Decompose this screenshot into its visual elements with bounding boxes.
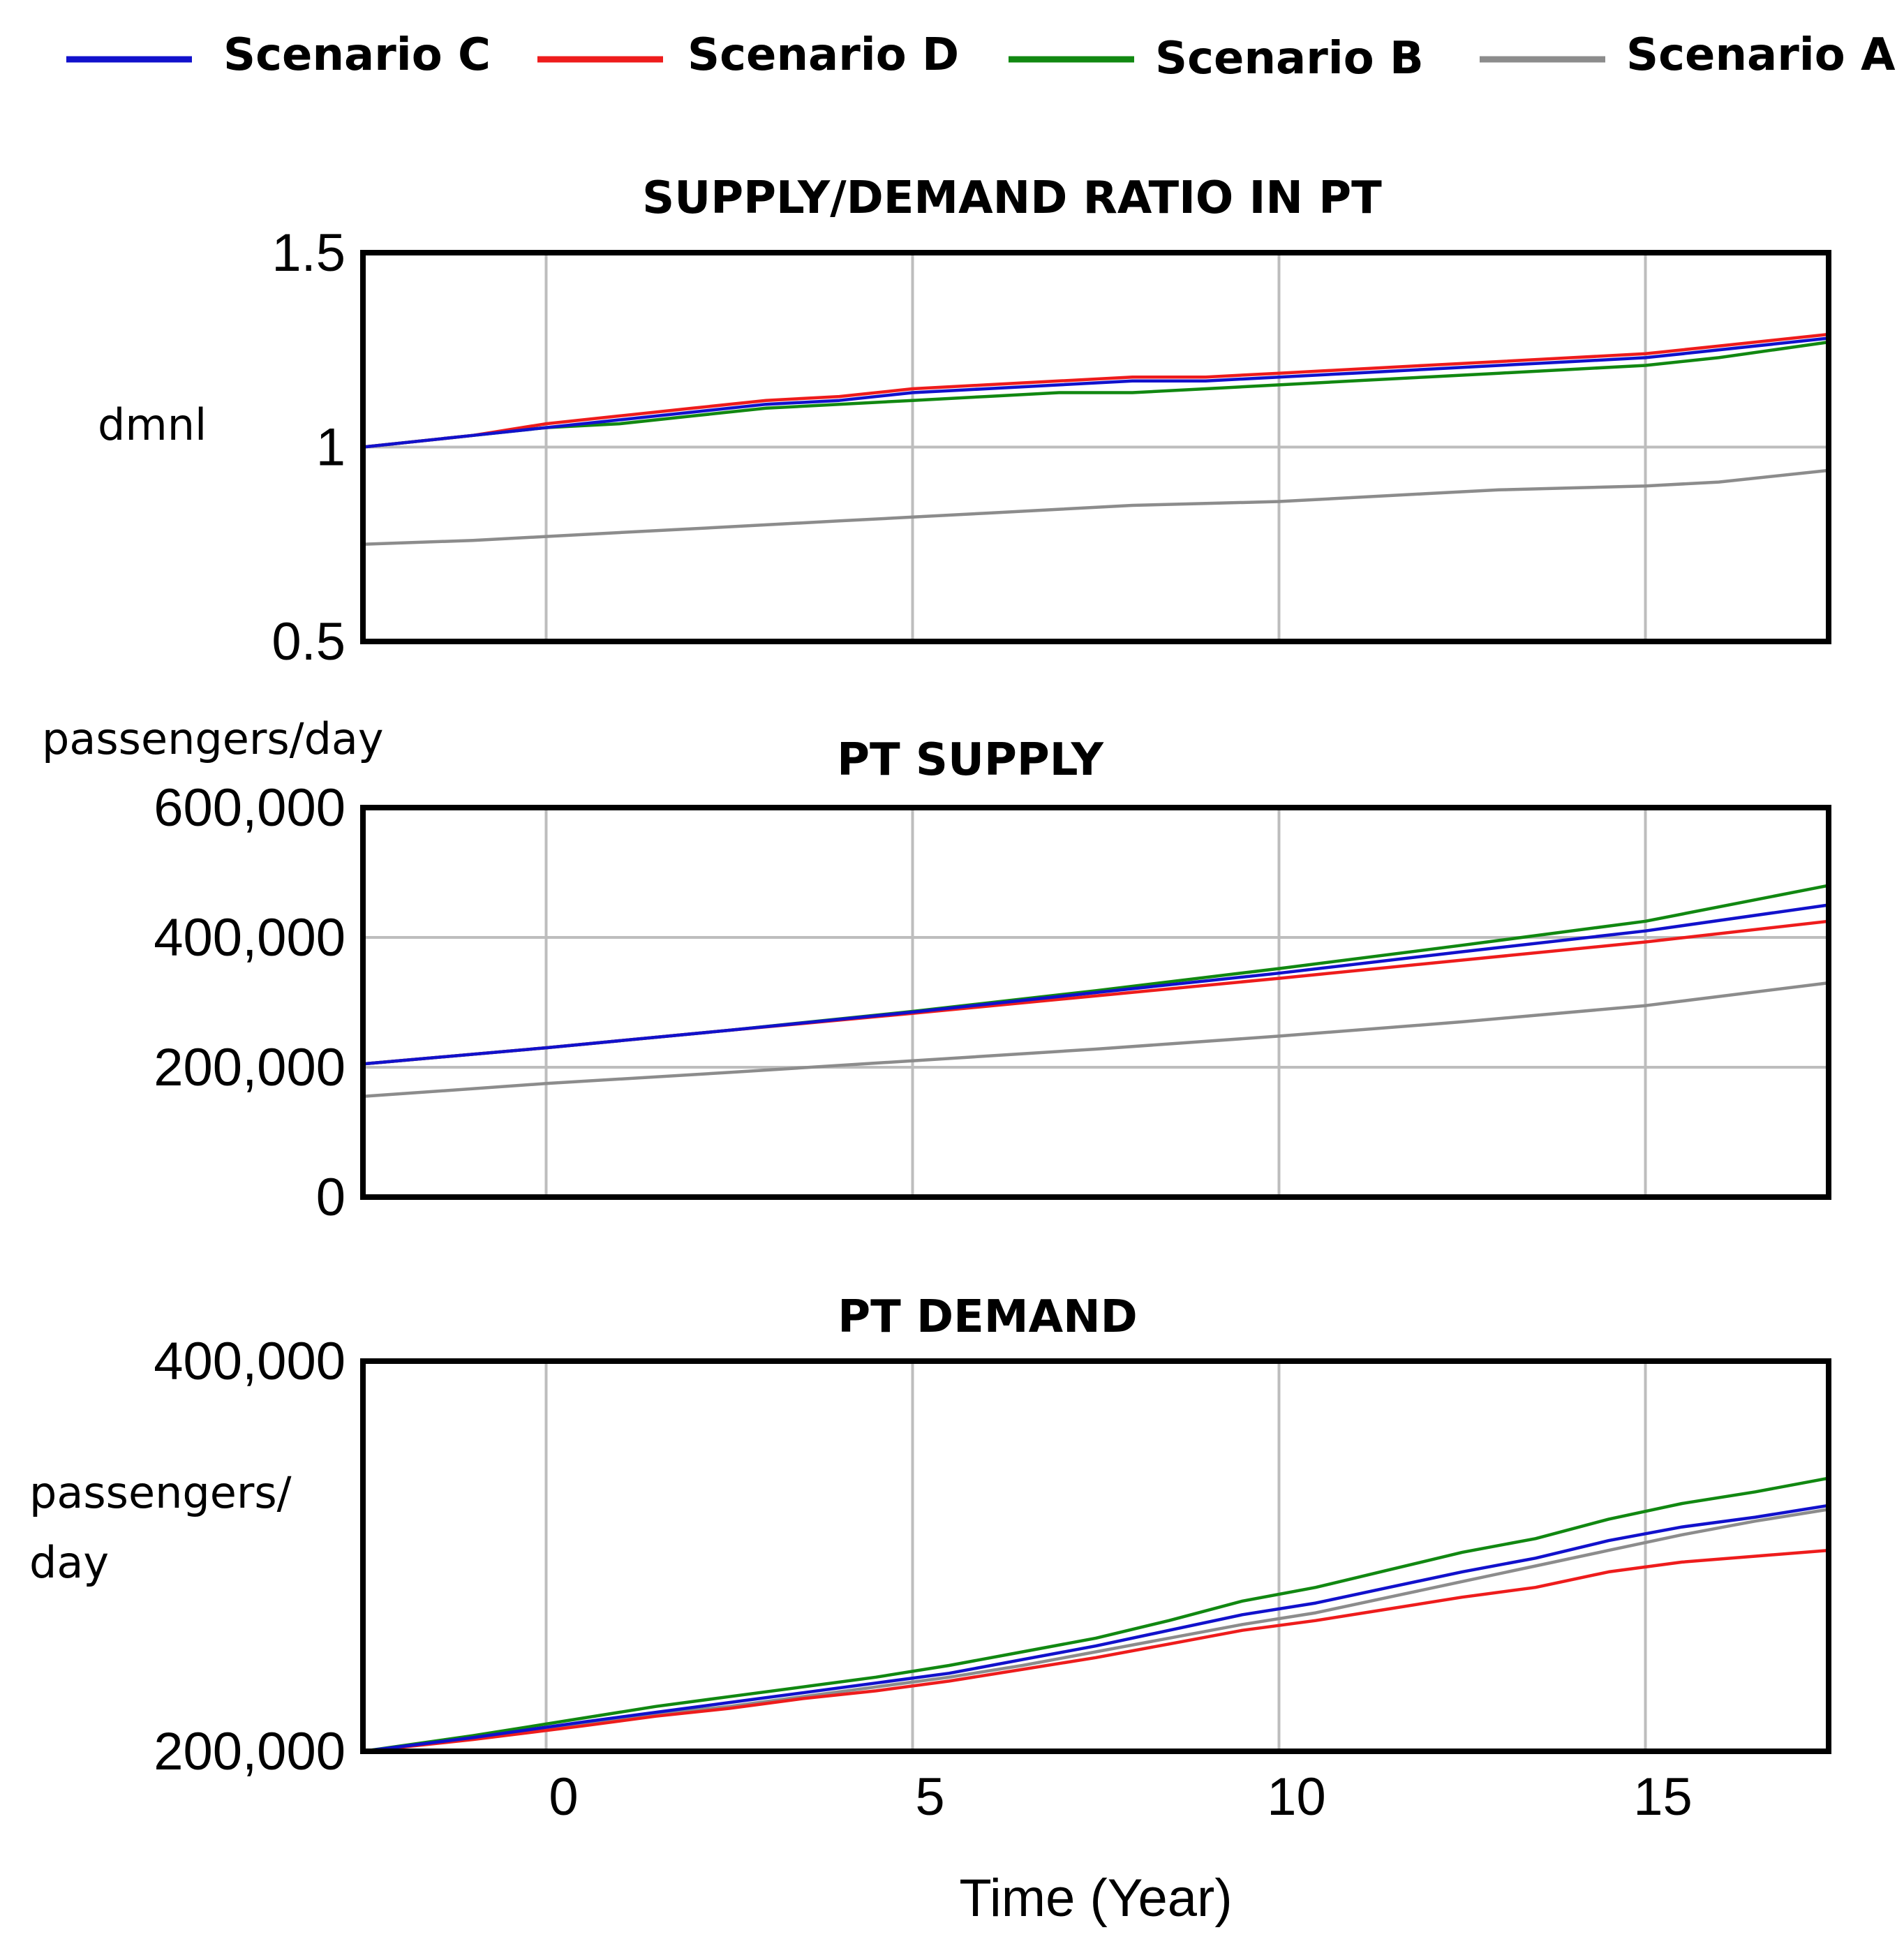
y-tick-label-ratio-0: 1.5	[272, 223, 345, 283]
series-line-supply-scenario-b	[361, 884, 1831, 1066]
panel-title-demand: PT DEMAND	[838, 1291, 1138, 1343]
panel-ratio: SUPPLY/DEMAND RATIO IN PT dmnl 1.5 1 0.5	[98, 172, 1831, 671]
y-unit-label-ratio: dmnl	[98, 399, 207, 450]
legend-label-scenario-b: Scenario B	[1155, 33, 1424, 84]
series-group-demand	[361, 1476, 1831, 1753]
x-tick-label-10: 10	[1267, 1767, 1326, 1827]
legend-label-scenario-c: Scenario C	[223, 29, 491, 81]
y-unit-label-demand: passengers/day	[29, 1467, 292, 1588]
y-tick-label-ratio-2: 0.5	[272, 612, 345, 671]
series-line-demand-scenario-d	[361, 1548, 1831, 1753]
y-tick-label-supply-3: 0	[316, 1168, 345, 1227]
grid-supply	[363, 806, 1829, 1198]
legend: Scenario C Scenario D Scenario B Scenari…	[66, 29, 1896, 84]
y-unit-label-demand-line-1: day	[29, 1537, 109, 1588]
grid-demand	[363, 1360, 1829, 1753]
series-line-ratio-scenario-b	[361, 340, 1831, 449]
x-axis-title: Time (Year)	[959, 1869, 1232, 1928]
series-line-demand-scenario-a	[361, 1508, 1831, 1753]
panel-supply: passengers/day PT SUPPLY 600,000 400,000 2…	[42, 713, 1831, 1227]
x-ticks: 0 5 10 15	[549, 1767, 1692, 1827]
y-tick-label-supply-2: 200,000	[154, 1038, 345, 1097]
series-line-ratio-scenario-c	[361, 336, 1831, 449]
plot-frame-ratio	[360, 250, 1831, 644]
legend-label-scenario-d: Scenario D	[687, 29, 959, 81]
series-group-ratio	[361, 332, 1831, 547]
panel-title-ratio: SUPPLY/DEMAND RATIO IN PT	[642, 172, 1382, 224]
series-line-ratio-scenario-a	[361, 468, 1831, 547]
panel-title-supply: PT SUPPLY	[837, 734, 1104, 786]
y-unit-label-supply: passengers/day	[42, 713, 384, 764]
y-tick-label-supply-1: 400,000	[154, 908, 345, 967]
series-line-supply-scenario-c	[361, 903, 1831, 1066]
y-tick-label-supply-0: 600,000	[154, 778, 345, 838]
series-line-ratio-scenario-d	[361, 332, 1831, 449]
y-tick-label-ratio-1: 1	[316, 418, 345, 477]
y-tick-label-demand-1: 200,000	[154, 1722, 345, 1781]
x-tick-label-15: 15	[1633, 1767, 1693, 1827]
series-line-supply-scenario-a	[361, 981, 1831, 1099]
y-ticks-demand: 400,000 200,000	[154, 1332, 345, 1781]
x-tick-label-0: 0	[549, 1767, 578, 1827]
y-tick-label-demand-0: 400,000	[154, 1332, 345, 1391]
y-unit-label-demand-line-0: passengers/	[29, 1467, 292, 1518]
series-line-demand-scenario-b	[361, 1476, 1831, 1753]
grid-ratio	[363, 251, 1829, 643]
series-group-supply	[361, 884, 1831, 1099]
y-ticks-supply: 600,000 400,000 200,000 0	[154, 778, 345, 1227]
x-tick-label-5: 5	[915, 1767, 944, 1827]
panel-demand: PT DEMAND passengers/day 400,000200,000 …	[29, 1291, 1831, 1928]
legend-label-scenario-a: Scenario A	[1626, 29, 1896, 81]
plot-frame-supply	[360, 805, 1831, 1200]
plot-frame-demand	[360, 1358, 1831, 1754]
y-ticks-ratio: 1.5 1 0.5	[272, 223, 345, 671]
series-line-demand-scenario-c	[361, 1504, 1831, 1753]
